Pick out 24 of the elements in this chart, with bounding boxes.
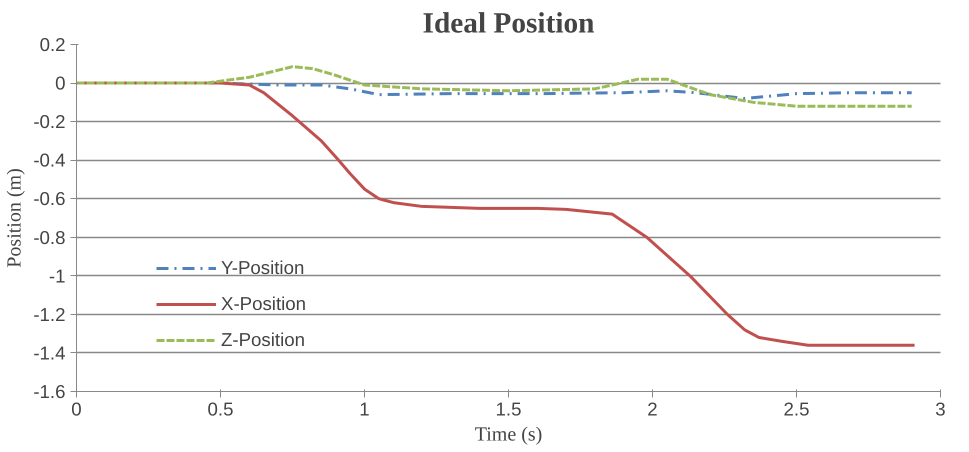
y-tick-label: -0.8: [33, 226, 66, 248]
x-axis-title: Time (s): [474, 424, 542, 446]
y-tick-label: -0.2: [33, 111, 66, 132]
x-tick-label: 1: [359, 398, 370, 420]
y-tick-label: -1: [48, 265, 66, 286]
y-tick-label: 0: [55, 72, 66, 94]
y-tick-label: 0.2: [40, 34, 66, 55]
x-tick-label: 1.5: [496, 398, 522, 420]
y-axis-title: Position (m): [3, 168, 26, 268]
x-tick-label: 0: [71, 398, 82, 420]
x-tick-label: 0.5: [208, 398, 234, 420]
y-tick-label: -0.6: [33, 188, 66, 210]
x-tick-label: 2.5: [784, 398, 810, 420]
chart-title: Ideal Position: [422, 8, 594, 40]
legend-label: Y-Position: [221, 257, 304, 279]
legend-label: Z-Position: [221, 329, 305, 351]
y-tick-label: -1.6: [33, 381, 66, 402]
y-tick-label: -1.4: [33, 342, 66, 364]
y-tick-label: -0.4: [33, 150, 66, 171]
y-tick-label: -1.2: [33, 304, 66, 325]
x-tick-label: 3: [935, 398, 946, 420]
x-tick-label: 2: [647, 398, 658, 420]
line-series: [76, 65, 914, 108]
legend-label: X-Position: [221, 293, 306, 315]
